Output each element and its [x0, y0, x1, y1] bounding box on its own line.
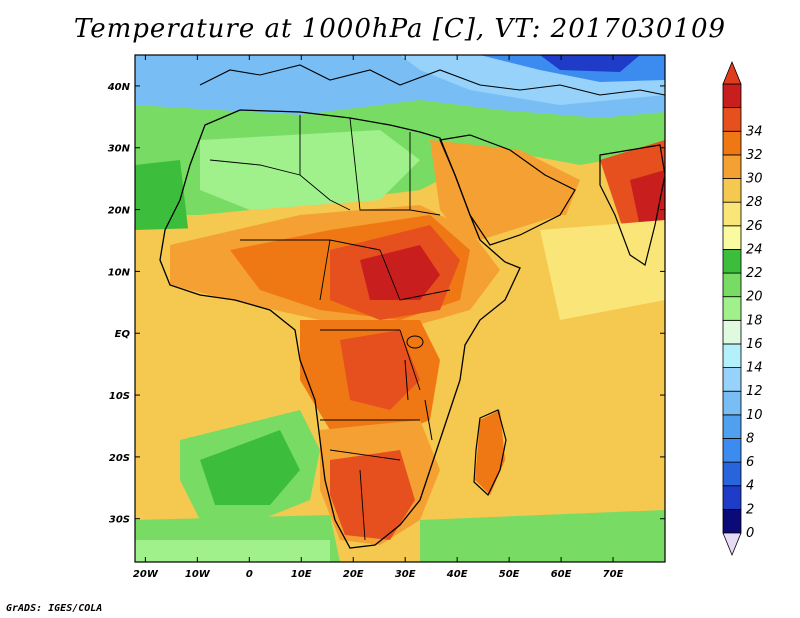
- colorbar-label: 18: [746, 313, 763, 328]
- colorbar-swatch: [722, 201, 742, 227]
- lon-tick-label: 50E: [499, 569, 520, 580]
- lat-tick-label: 30S: [109, 515, 130, 526]
- colorbar-swatch: [722, 249, 742, 274]
- colorbar-label: 34: [746, 124, 763, 139]
- colorbar-swatch: [722, 154, 742, 179]
- lon-tick-label: 0: [246, 569, 253, 580]
- colorbar-swatch: [722, 390, 742, 416]
- colorbar-label: 2: [746, 502, 754, 517]
- colorbar-swatch: [722, 83, 742, 109]
- temperature-field: [135, 55, 665, 562]
- lon-tick-label: 20E: [343, 569, 364, 580]
- lon-tick-label: 30E: [395, 569, 416, 580]
- colorbar-label: 20: [746, 290, 763, 305]
- colorbar-label: 6: [746, 455, 754, 470]
- colorbar-swatch: [722, 178, 742, 203]
- colorbar-label: 26: [746, 219, 763, 234]
- colorbar-label: 12: [746, 384, 763, 399]
- colorbar-swatch: [722, 107, 742, 132]
- colorbar-label: 24: [746, 242, 763, 257]
- colorbar-label: 8: [746, 431, 754, 446]
- lon-tick-label: 10W: [185, 569, 211, 580]
- lat-tick-label: 10S: [109, 391, 130, 402]
- lon-tick-label: 60E: [551, 569, 572, 580]
- lat-tick-label: 30N: [108, 144, 131, 155]
- colorbar-swatch: [722, 461, 742, 487]
- colorbar-swatch: [722, 130, 742, 156]
- lon-tick-label: 20W: [133, 569, 159, 580]
- colorbar-label: 16: [746, 337, 763, 352]
- axis-ticks: 20W 10W 0 10E 20E 30E 40E 50E 60E 70E 40N 30N 20N 10N…: [107, 55, 665, 580]
- colorbar-min-arrow: [722, 532, 742, 557]
- colorbar-swatch: [722, 438, 742, 463]
- lon-tick-label: 10E: [291, 569, 312, 580]
- colorbar-max-arrow: [722, 60, 742, 85]
- lat-tick-label: 10N: [108, 267, 131, 278]
- lon-tick-label: 40E: [446, 569, 468, 580]
- colorbar-swatch: [722, 343, 742, 368]
- colorbar-swatch: [722, 508, 742, 534]
- colorbar-swatch: [722, 272, 742, 298]
- lat-tick-label: 20S: [109, 453, 130, 464]
- map-frame: [134, 54, 666, 563]
- colorbar-label: 28: [746, 195, 763, 210]
- colorbar-swatch: [722, 414, 742, 439]
- colorbar-label: 32: [746, 148, 763, 163]
- colorbar-label: 0: [746, 526, 754, 541]
- lon-tick-label: 70E: [603, 569, 624, 580]
- colorbar-label: 4: [746, 479, 754, 494]
- colorbar-swatch: [722, 485, 742, 510]
- lat-tick-label: 20N: [108, 206, 131, 217]
- colorbar-label: 22: [746, 266, 763, 281]
- lat-tick-label: EQ: [115, 329, 131, 340]
- colorbar-swatch: [722, 319, 742, 345]
- colorbar-label: 14: [746, 361, 763, 376]
- colorbar-swatch: [722, 296, 742, 321]
- colorbar-swatch: [722, 225, 742, 250]
- colorbar-label: 30: [746, 172, 763, 187]
- map-title: Temperature at 1000hPa [C], VT: 20170301…: [73, 14, 727, 44]
- colorbar-swatch: [722, 367, 742, 392]
- footer-credit: GrADS: IGES/COLA: [6, 603, 103, 614]
- lat-tick-label: 40N: [107, 82, 131, 93]
- colorbar-label: 10: [746, 408, 763, 423]
